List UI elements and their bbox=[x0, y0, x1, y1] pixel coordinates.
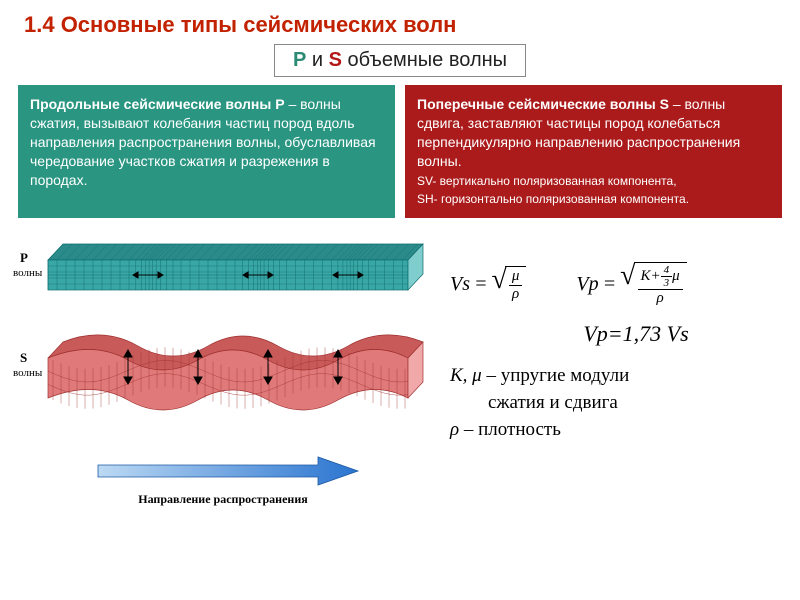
velocity-formulas: Vs = √ μ ρ Vp = √ bbox=[450, 262, 782, 307]
sh-note: SH- горизонтально поляризованная компоне… bbox=[417, 192, 689, 206]
direction-arrow: Направление распространения bbox=[98, 457, 358, 506]
definition-boxes: Продольные сейсмические волны P – волны … bbox=[0, 85, 800, 218]
note2-text: – плотность bbox=[459, 419, 561, 440]
k-mu-vars: K, μ bbox=[450, 365, 482, 386]
subtitle-s: S bbox=[329, 49, 342, 71]
vs-formula: Vs = √ μ ρ bbox=[450, 262, 526, 307]
vp-vs-ratio: Vp=1,73 Vs bbox=[490, 321, 782, 347]
subtitle-p: P bbox=[293, 49, 306, 71]
wave-diagram: P волны bbox=[8, 232, 438, 532]
s-label: S bbox=[20, 350, 27, 365]
vs-num: μ bbox=[509, 268, 523, 286]
p-label: P bbox=[20, 250, 28, 265]
vs-den: ρ bbox=[509, 286, 522, 303]
note1-line2: сжатия и сдвига bbox=[488, 392, 618, 413]
p-wave-definition: Продольные сейсмические волны P – волны … bbox=[18, 85, 395, 218]
vp-formula: Vp = √ K+43μ ρ bbox=[576, 262, 686, 307]
vp-symbol: Vp bbox=[576, 273, 598, 296]
vs-symbol: Vs bbox=[450, 273, 470, 296]
formula-column: Vs = √ μ ρ Vp = √ bbox=[450, 232, 782, 532]
s-sublabel: волны bbox=[13, 367, 43, 379]
s-wave-block: S волны bbox=[13, 335, 423, 410]
p-wave-block: P волны bbox=[13, 244, 423, 290]
lower-region: P волны bbox=[0, 218, 800, 532]
s-wave-definition: Поперечные сейсмические волны S – волны … bbox=[405, 85, 782, 218]
section-title: 1.4 Основные типы сейсмических волн bbox=[0, 0, 800, 44]
subtitle-box: P и S объемные волны bbox=[274, 44, 526, 77]
s-wave-lead: Поперечные сейсмические волны S bbox=[417, 96, 669, 112]
vp-den: ρ bbox=[653, 290, 666, 307]
parameter-notes: K, μ – упругие модули сжатия и сдвига ρ … bbox=[450, 363, 782, 443]
note1-text: упругие модули bbox=[501, 365, 630, 386]
subtitle-and: и bbox=[306, 49, 328, 71]
subtitle-rest: объемные волны bbox=[342, 49, 507, 71]
p-sublabel: волны bbox=[13, 267, 43, 279]
rho-var: ρ bbox=[450, 419, 459, 440]
equals-2: = bbox=[603, 273, 617, 296]
p-wave-lead: Продольные сейсмические волны P bbox=[30, 96, 285, 112]
subtitle-container: P и S объемные волны bbox=[0, 44, 800, 77]
equals-1: = bbox=[474, 273, 488, 296]
vp-num: K+43μ bbox=[638, 264, 683, 290]
sv-note: SV- вертикально поляризованная компонент… bbox=[417, 174, 677, 188]
dash-1: – bbox=[482, 365, 501, 386]
direction-label: Направление распространения bbox=[138, 492, 308, 506]
